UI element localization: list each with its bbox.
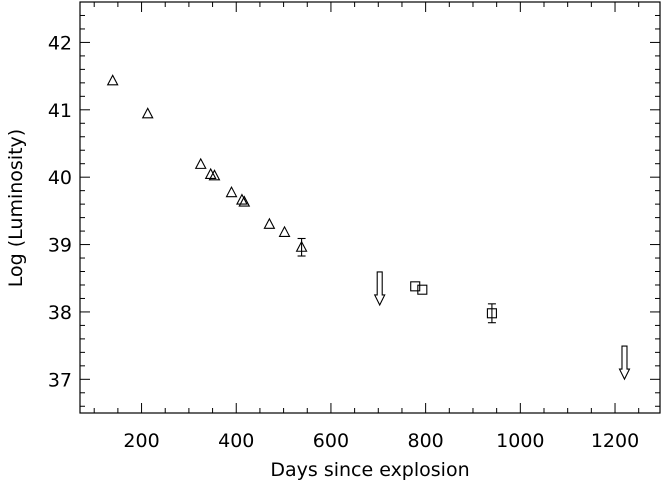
x-tick-label: 200 bbox=[123, 430, 159, 452]
upper-limit-arrow bbox=[618, 345, 631, 381]
square-marker bbox=[417, 284, 428, 295]
y-tick-label: 39 bbox=[48, 235, 72, 257]
y-tick-label: 42 bbox=[48, 32, 72, 54]
y-axis-ticks: 37 38 39 40 41 42 bbox=[48, 1, 660, 407]
triangle-marker bbox=[225, 185, 238, 198]
plot-frame bbox=[79, 1, 661, 414]
y-tick-label: 38 bbox=[48, 302, 72, 324]
triangle-marker bbox=[236, 193, 248, 205]
x-axis-label: Days since explosion bbox=[270, 459, 469, 481]
y-tick-label: 41 bbox=[48, 100, 72, 122]
triangle-marker bbox=[106, 74, 119, 86]
triangle-marker bbox=[263, 217, 276, 229]
triangle-marker bbox=[295, 240, 308, 252]
x-tick-label: 1200 bbox=[591, 430, 639, 452]
x-tick-label: 400 bbox=[218, 430, 254, 452]
triangle-marker bbox=[238, 195, 251, 207]
triangle-marker bbox=[194, 157, 207, 169]
y-tick-label: 37 bbox=[48, 369, 72, 391]
x-tick-label: 1000 bbox=[496, 430, 544, 452]
y-tick-label: 40 bbox=[48, 167, 72, 189]
x-tick-label: 600 bbox=[313, 430, 349, 452]
triangle-marker bbox=[278, 225, 291, 237]
plot-border bbox=[79, 1, 661, 414]
triangle-marker bbox=[141, 107, 154, 119]
x-axis-ticks: 200 400 600 800 1000 1200 bbox=[93, 2, 639, 452]
square-marker bbox=[410, 281, 421, 292]
data-markers bbox=[106, 74, 631, 381]
upper-limit-arrow bbox=[373, 271, 386, 307]
square-marker bbox=[486, 308, 497, 319]
triangle-marker bbox=[208, 169, 221, 181]
y-axis-label: Log (Luminosity) bbox=[5, 129, 27, 287]
x-tick-label: 800 bbox=[407, 430, 443, 452]
